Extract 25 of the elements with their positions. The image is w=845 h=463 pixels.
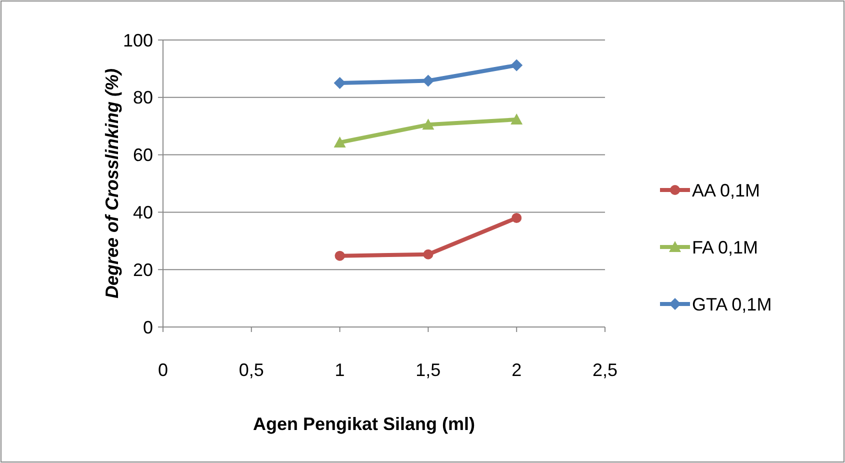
point <box>334 136 346 148</box>
y-tick-label: 0 <box>142 317 153 338</box>
point <box>423 249 434 260</box>
point <box>510 59 523 72</box>
legend-label: GTA 0,1M <box>692 294 772 314</box>
x-tick-label: 1,5 <box>416 360 441 380</box>
x-tick-label: 0,5 <box>238 360 264 380</box>
legend-label: FA 0,1M <box>692 237 758 258</box>
x-tick-label: 2,5 <box>592 360 618 380</box>
point <box>510 114 523 124</box>
legend-label: AA 0,1M <box>692 180 760 200</box>
x-tick-label: 2 <box>512 360 522 380</box>
y-axis-title: Degree of Crosslinking (%) <box>102 68 122 299</box>
point <box>334 77 346 90</box>
point <box>512 212 522 223</box>
x-tick-label: 1 <box>334 360 345 380</box>
x-tick-label: 0 <box>158 360 168 380</box>
y-tick-label: 100 <box>122 30 153 50</box>
y-tick-label: 40 <box>132 202 153 222</box>
y-tick-label: 60 <box>132 145 153 166</box>
point <box>422 118 434 130</box>
y-tick-label: 80 <box>132 88 153 108</box>
y-tick-label: 20 <box>132 260 153 280</box>
x-axis-title: Agen Pengikat Silang (ml) <box>252 414 476 434</box>
point <box>334 250 345 261</box>
